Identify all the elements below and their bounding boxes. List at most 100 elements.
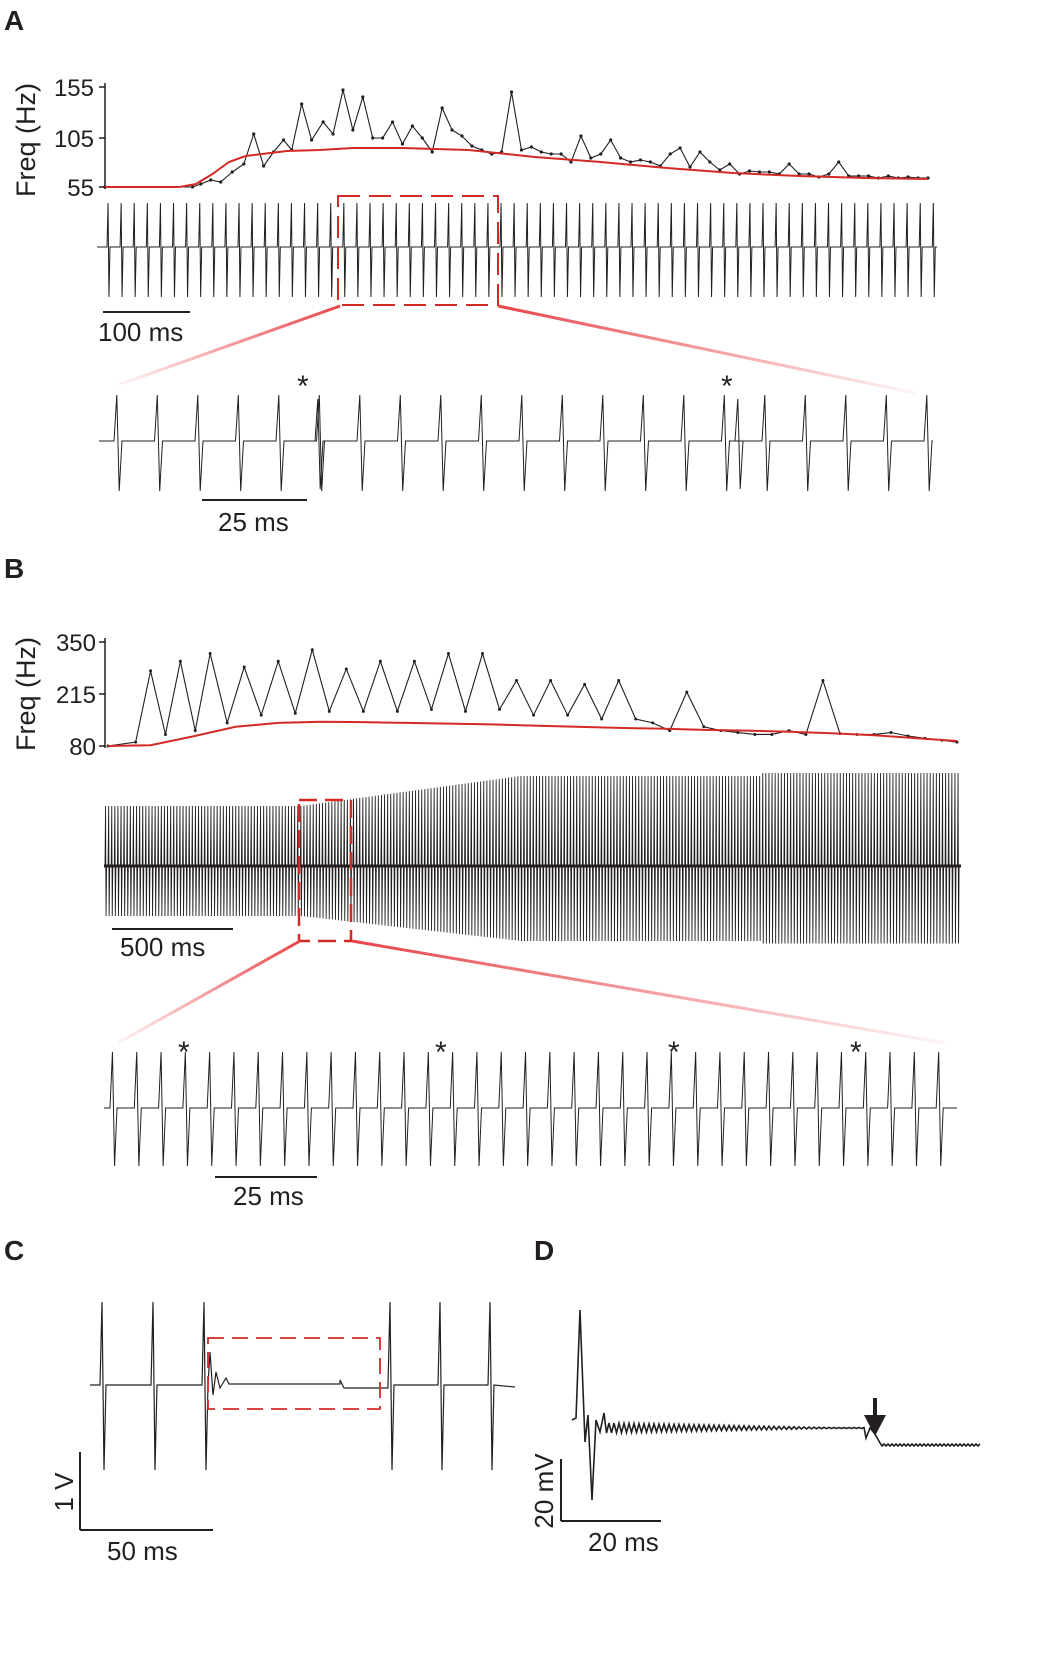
frequency-point bbox=[702, 725, 706, 729]
frequency-point bbox=[281, 138, 286, 142]
smoothed-frequency-line bbox=[107, 720, 958, 747]
b-ytick-label-215: 215 bbox=[56, 682, 96, 709]
a-zoom-scalebar-label: 25 ms bbox=[218, 507, 289, 537]
frequency-point bbox=[619, 156, 623, 160]
frequency-point bbox=[450, 128, 454, 132]
frequency-point bbox=[293, 711, 297, 715]
frequency-point bbox=[351, 128, 355, 132]
a-zoom-spike-trace bbox=[99, 394, 933, 492]
b-ytick-label-80: 80 bbox=[69, 734, 96, 761]
frequency-point bbox=[827, 172, 831, 176]
frequency-point bbox=[599, 152, 603, 156]
raw-frequency-line bbox=[105, 89, 928, 188]
a-star-2: * bbox=[721, 370, 733, 403]
frequency-point bbox=[708, 160, 712, 164]
a-zoom-connector-left bbox=[117, 304, 341, 387]
panel-c-trace bbox=[90, 1301, 516, 1471]
a-zoom-box bbox=[337, 195, 499, 306]
frequency-point bbox=[309, 138, 314, 142]
frequency-point bbox=[583, 682, 587, 686]
b-scalebar-label: 500 ms bbox=[120, 932, 205, 962]
frequency-point bbox=[378, 659, 382, 663]
frequency-point bbox=[420, 136, 424, 140]
frequency-point bbox=[549, 679, 553, 683]
frequency-point bbox=[331, 132, 335, 136]
frequency-point bbox=[242, 665, 246, 669]
b-ytick-label-350: 350 bbox=[56, 630, 96, 657]
frequency-point bbox=[208, 652, 212, 656]
frequency-point bbox=[549, 152, 553, 156]
a-ytick-label-55: 55 bbox=[67, 175, 94, 202]
frequency-point bbox=[276, 659, 280, 663]
frequency-point bbox=[804, 732, 808, 736]
a-spike-trace bbox=[97, 202, 937, 298]
c-scalebar-x-label: 50 ms bbox=[107, 1536, 178, 1566]
frequency-point bbox=[410, 124, 414, 128]
frequency-point bbox=[889, 731, 893, 735]
b-star-1: * bbox=[178, 1036, 190, 1069]
frequency-point bbox=[361, 709, 365, 713]
frequency-point bbox=[837, 160, 841, 164]
frequency-point bbox=[589, 156, 593, 160]
frequency-point bbox=[230, 170, 234, 174]
b-zoom-connector-right bbox=[351, 939, 946, 1045]
frequency-point bbox=[310, 648, 314, 652]
frequency-point bbox=[361, 95, 365, 99]
frequency-point bbox=[262, 164, 266, 168]
c-voltage-trace bbox=[90, 1301, 516, 1471]
frequency-point bbox=[199, 182, 203, 186]
b-star-2: * bbox=[435, 1036, 447, 1069]
frequency-point bbox=[886, 174, 890, 178]
panel-letter-d: D bbox=[534, 1235, 554, 1266]
frequency-point bbox=[651, 721, 655, 725]
smoothed-frequency-line bbox=[105, 147, 929, 188]
frequency-point bbox=[371, 136, 375, 140]
frequency-point bbox=[628, 160, 633, 164]
panel-letter-c: C bbox=[4, 1235, 24, 1266]
panel-b-zoomed-trace bbox=[104, 1051, 957, 1167]
frequency-point bbox=[529, 145, 533, 149]
frequency-point bbox=[718, 168, 722, 172]
frequency-point bbox=[509, 90, 514, 94]
b-star-4: * bbox=[850, 1036, 862, 1069]
a-zoom-extra-spike-1 bbox=[310, 398, 330, 490]
frequency-point bbox=[678, 146, 682, 150]
frequency-point bbox=[134, 740, 138, 744]
frequency-point bbox=[193, 729, 197, 733]
panel-a-zoomed-trace bbox=[99, 394, 933, 492]
frequency-point bbox=[753, 732, 757, 736]
frequency-point bbox=[617, 679, 621, 683]
panel-b-frequency-plot: 350 215 80 Freq (Hz) bbox=[11, 630, 959, 761]
frequency-point bbox=[252, 132, 256, 136]
frequency-point bbox=[259, 713, 263, 717]
b-star-3: * bbox=[668, 1036, 680, 1069]
frequency-point bbox=[609, 138, 613, 142]
panel-d-trace bbox=[571, 1309, 981, 1501]
frequency-point bbox=[498, 707, 502, 711]
frequency-point bbox=[463, 709, 467, 713]
frequency-point bbox=[566, 713, 570, 717]
frequency-point bbox=[767, 170, 771, 174]
frequency-point bbox=[736, 731, 740, 735]
frequency-point bbox=[770, 732, 774, 736]
frequency-point bbox=[821, 679, 825, 683]
b-y-axis-label: Freq (Hz) bbox=[11, 637, 41, 751]
d-arrow-icon bbox=[864, 1398, 886, 1436]
b-zoom-box bbox=[297, 798, 353, 943]
a-y-axis-label: Freq (Hz) bbox=[11, 83, 41, 197]
frequency-point bbox=[440, 106, 444, 110]
frequency-point bbox=[539, 150, 543, 154]
d-scalebar-x-label: 20 ms bbox=[588, 1527, 659, 1557]
a-smoothed-frequency-series bbox=[105, 147, 929, 188]
frequency-point bbox=[569, 160, 573, 164]
frequency-point bbox=[807, 172, 811, 176]
d-scalebar-y-label: 20 mV bbox=[529, 1453, 559, 1529]
b-smoothed-frequency-series bbox=[107, 720, 958, 747]
a-ytick-label-155: 155 bbox=[54, 75, 94, 102]
frequency-point bbox=[698, 150, 702, 154]
frequency-point bbox=[400, 142, 405, 146]
frequency-point bbox=[638, 158, 643, 162]
frequency-point bbox=[412, 659, 416, 663]
frequency-point bbox=[688, 165, 692, 169]
